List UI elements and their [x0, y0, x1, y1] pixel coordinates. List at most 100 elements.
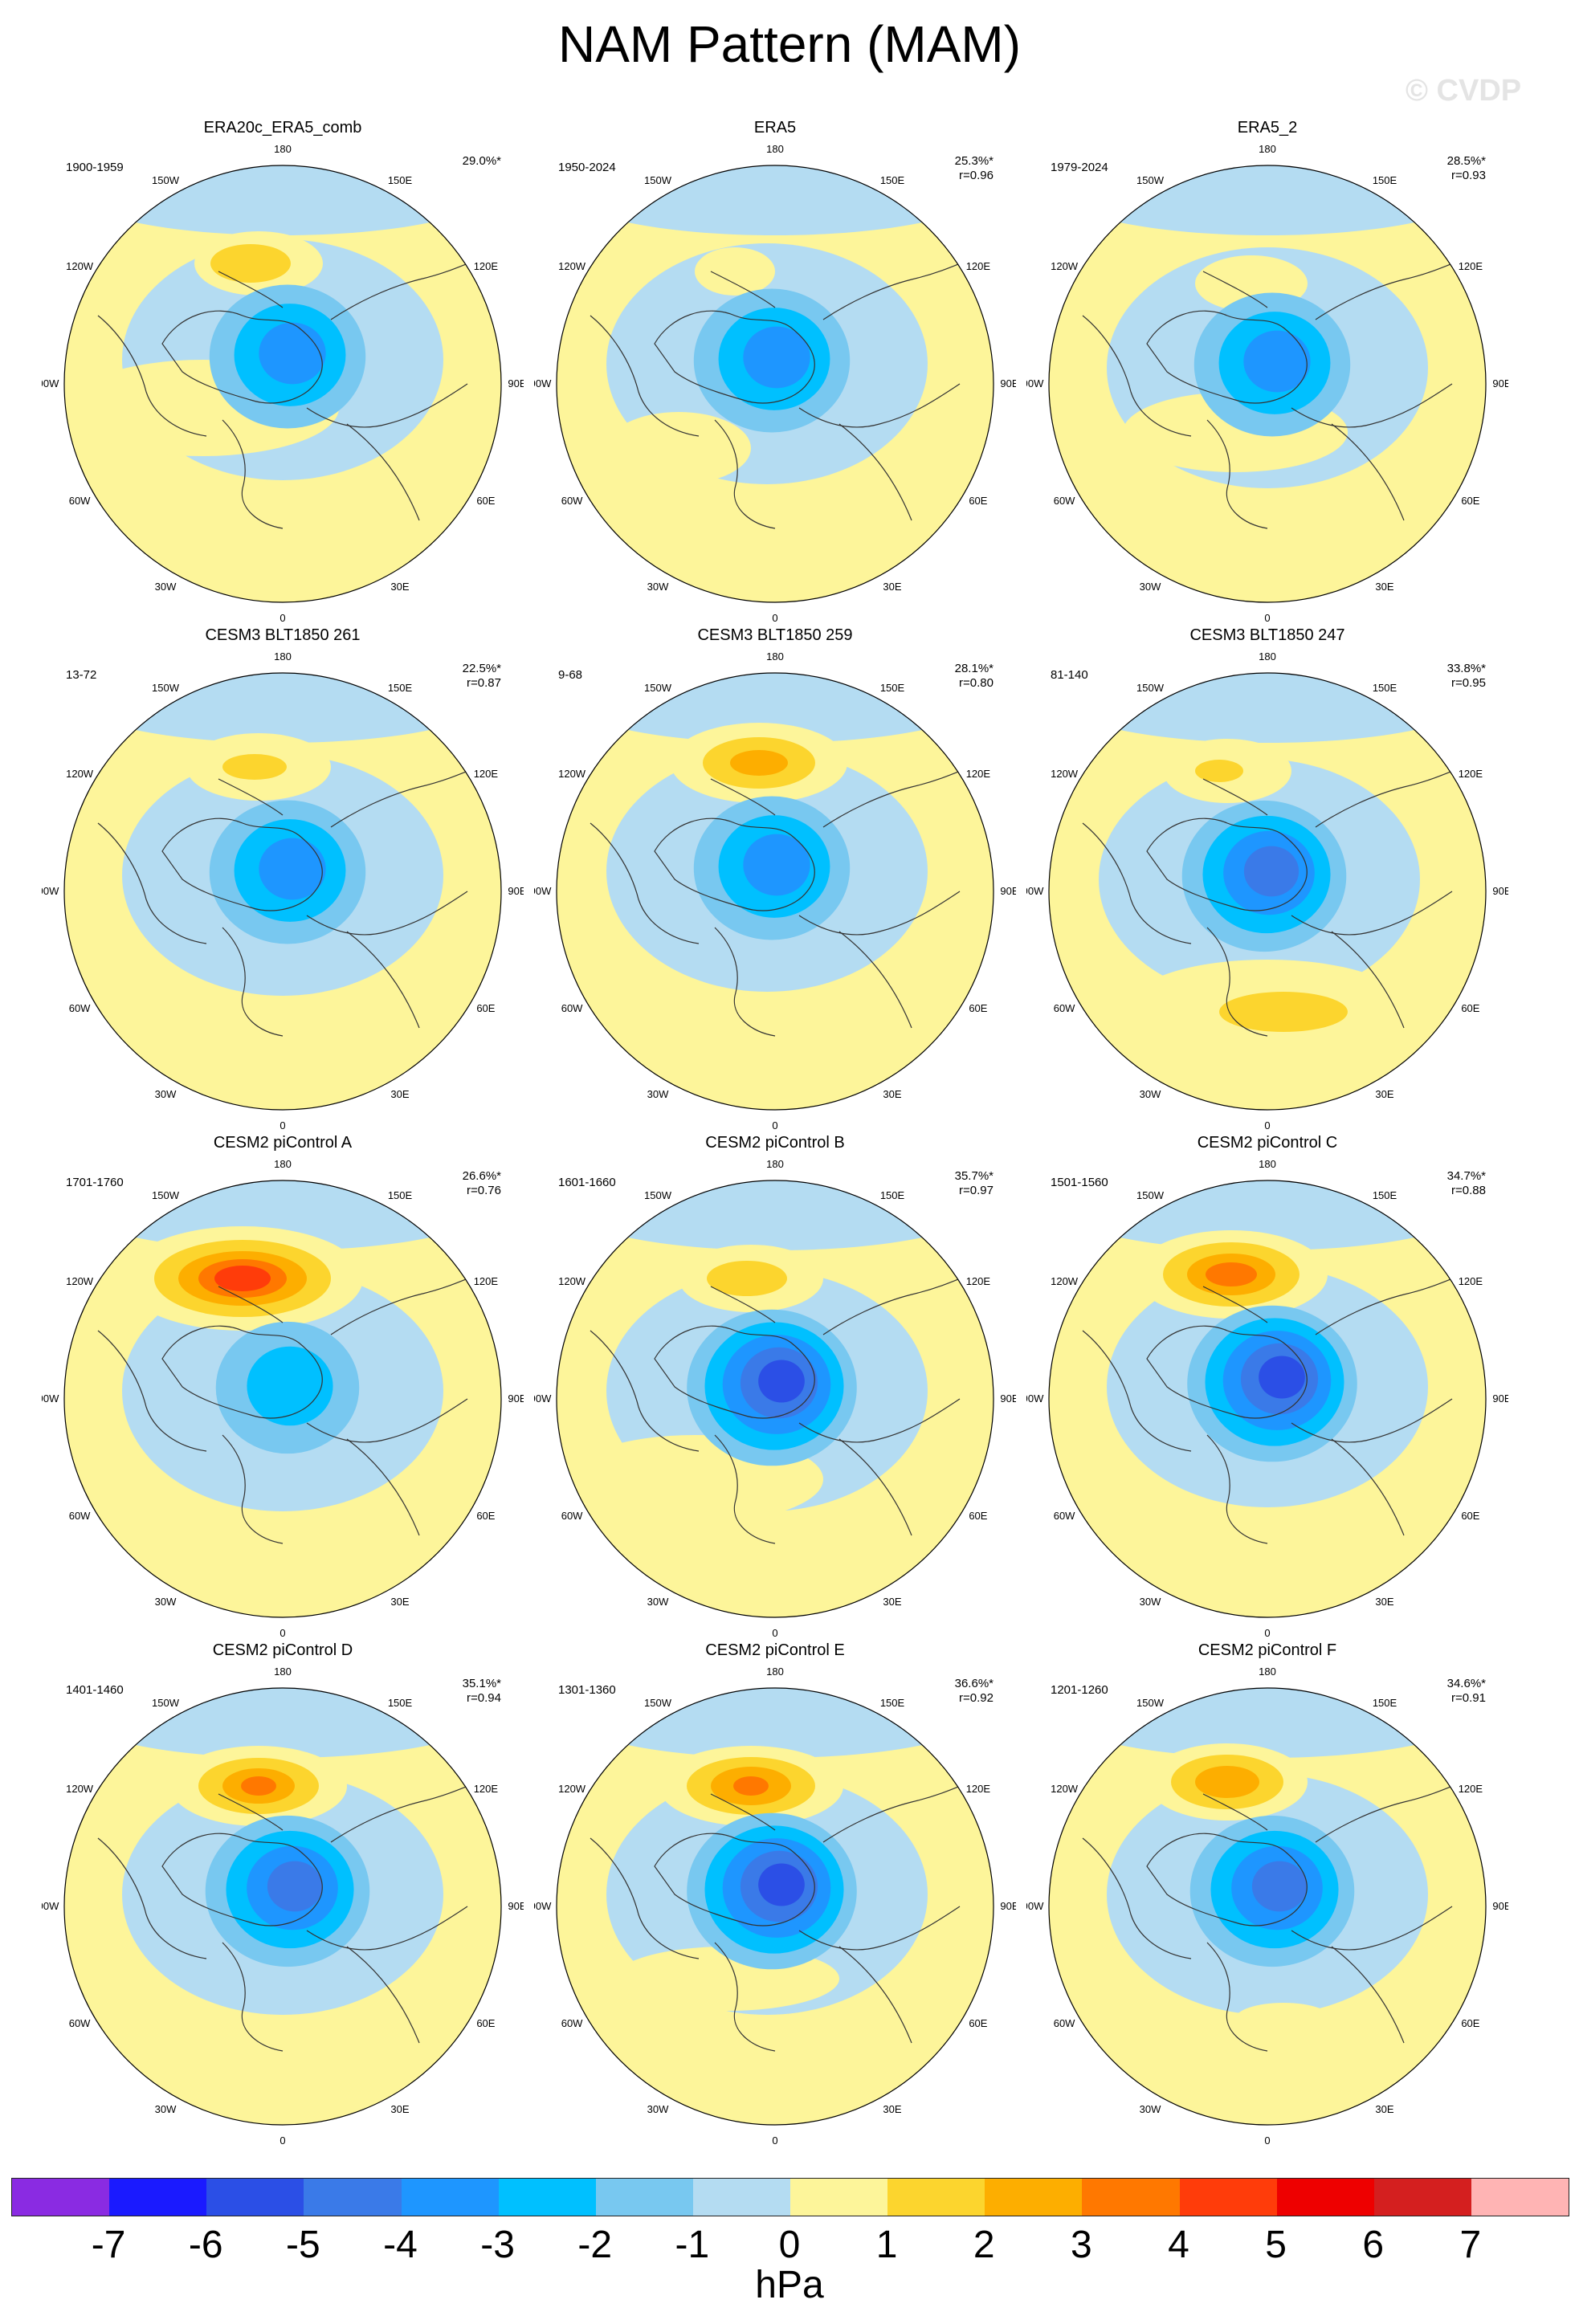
- longitude-label: 120E: [966, 1783, 991, 1795]
- coastline: [218, 271, 284, 308]
- colorbar-swatch: [498, 2179, 596, 2216]
- coastline: [1331, 931, 1405, 1029]
- map-panel: CESM2 piControl D 1401-1460 35.1%* r=0.94 18…: [42, 1641, 524, 2147]
- colorbar-swatch: [109, 2179, 207, 2216]
- longitude-label: 0: [1264, 1627, 1270, 1639]
- panel-period: 1701-1760: [66, 1176, 124, 1189]
- polar-map: 180 150E 120E 90E 60E 30E 0 30W 60W 90W 120W 150W: [534, 650, 1016, 1131]
- panel-variance-explained: 36.6%*: [954, 1677, 994, 1690]
- colorbar-tick-label: 1: [875, 2224, 898, 2266]
- panel-title: CESM2 piControl A: [213, 1134, 353, 1152]
- colorbar-swatch: [985, 2179, 1083, 2216]
- colorbar-tick-label: 0: [778, 2224, 801, 2266]
- longitude-label: 180: [1259, 143, 1276, 155]
- contour-level-neg6: [758, 1863, 805, 1906]
- watermark: © CVDP: [1406, 74, 1522, 108]
- longitude-label: 120E: [474, 1783, 499, 1795]
- colorbar: [11, 2178, 1569, 2216]
- longitude-label: 0: [772, 612, 777, 624]
- panel-title: CESM3 BLT1850 247: [1189, 626, 1345, 644]
- longitude-label: 0: [772, 1627, 777, 1639]
- colorbar-swatch: [1276, 2179, 1374, 2216]
- longitude-label: 60E: [1461, 495, 1479, 507]
- colorbar-tick-label: -5: [286, 2224, 320, 2266]
- colorbar-tick-label: 7: [1459, 2224, 1482, 2266]
- polar-map: 180 150E 120E 90E 60E 30E 0 30W 60W 90W 120W 150W: [1026, 650, 1508, 1131]
- polar-map: 180 150E 120E 90E 60E 30E 0 30W 60W 90W 120W 150W: [42, 1158, 524, 1639]
- contour-level-pos1: [1235, 2003, 1332, 2035]
- panel-title: CESM3 BLT1850 261: [205, 626, 361, 644]
- longitude-label: 60E: [1461, 1510, 1479, 1522]
- longitude-label: 120E: [966, 1275, 991, 1287]
- longitude-label: 90W: [534, 1900, 552, 1912]
- longitude-label: 180: [766, 1158, 784, 1170]
- longitude-label: 30W: [1140, 1596, 1161, 1608]
- longitude-label: 150W: [152, 174, 180, 186]
- polar-map: 180 150E 120E 90E 60E 30E 0 30W 60W 90W 120W 150W: [42, 1666, 524, 2147]
- longitude-label: 60W: [561, 2017, 583, 2029]
- longitude-label: 150E: [880, 682, 905, 694]
- colorbar-tick-label: -6: [188, 2224, 223, 2266]
- longitude-label: 120W: [66, 1275, 94, 1287]
- map-border: [556, 165, 994, 603]
- coastline: [798, 891, 961, 936]
- map-panel: ERA5 1950-2024 25.3%* r=0.96 180 150E 120E 90E 6…: [534, 119, 1016, 624]
- contour-level-pos2: [1219, 992, 1348, 1032]
- coastline: [346, 423, 420, 521]
- longitude-label: 60E: [969, 1002, 987, 1014]
- coastline: [161, 310, 323, 404]
- map-panel: ERA5_2 1979-2024 28.5%* r=0.93 180 150E 120E 90…: [1026, 119, 1508, 624]
- longitude-label: 90E: [1000, 885, 1016, 897]
- panel-period: 81-140: [1051, 668, 1088, 682]
- panel-pattern-correlation: r=0.87: [467, 676, 501, 690]
- coastline: [654, 1833, 815, 1926]
- map-panel: CESM2 piControl B 1601-1660 35.7%* r=0.97 18…: [534, 1134, 1016, 1639]
- longitude-label: 90W: [534, 1392, 552, 1405]
- coastline: [1082, 1837, 1192, 1959]
- longitude-label: 90E: [508, 1900, 524, 1912]
- map-border: [1048, 165, 1487, 603]
- longitude-label: 90W: [534, 377, 552, 389]
- contour-level-pos1: [695, 247, 775, 296]
- coastline: [218, 1793, 284, 1831]
- colorbar-swatch: [1082, 2179, 1180, 2216]
- coastline: [306, 1398, 468, 1443]
- contour-level-neg4: [743, 834, 810, 896]
- longitude-label: 180: [274, 143, 292, 155]
- coastline: [1331, 1946, 1405, 2044]
- polar-map: 180 150E 120E 90E 60E 30E 0 30W 60W 90W 120W 150W: [1026, 143, 1508, 624]
- contour-level-pos4: [241, 1776, 276, 1796]
- longitude-label: 180: [274, 1158, 292, 1170]
- coastline: [97, 1837, 207, 1959]
- panel-period: 1401-1460: [66, 1683, 124, 1697]
- longitude-label: 90E: [1000, 1392, 1016, 1405]
- coastline: [1331, 1438, 1405, 1536]
- longitude-label: 0: [279, 1627, 285, 1639]
- longitude-label: 90E: [508, 1392, 524, 1405]
- contour-level-neg3: [247, 1346, 333, 1426]
- colorbar-swatch: [1179, 2179, 1277, 2216]
- coastline: [710, 778, 776, 816]
- panel-title: CESM2 piControl F: [1198, 1641, 1337, 1659]
- contour-level-pos3: [1195, 1766, 1259, 1798]
- longitude-label: 150W: [152, 1189, 180, 1201]
- coastline: [1331, 423, 1405, 521]
- coastline: [798, 1398, 961, 1443]
- longitude-label: 90E: [1492, 1392, 1508, 1405]
- coastline: [1082, 315, 1192, 437]
- coastline: [798, 383, 961, 428]
- longitude-label: 30E: [390, 2103, 409, 2115]
- coastline: [161, 1325, 323, 1419]
- longitude-label: 90E: [1000, 377, 1016, 389]
- longitude-label: 30W: [1140, 1088, 1161, 1100]
- longitude-label: 90E: [1492, 885, 1508, 897]
- coastline: [654, 310, 815, 404]
- longitude-label: 90E: [508, 885, 524, 897]
- longitude-label: 120E: [474, 1275, 499, 1287]
- longitude-label: 0: [1264, 612, 1270, 624]
- longitude-label: 60E: [1461, 2017, 1479, 2029]
- panel-pattern-correlation: r=0.94: [467, 1691, 501, 1705]
- contour-level-neg6: [1259, 1356, 1305, 1399]
- coastline: [222, 419, 284, 529]
- panel-title: ERA20c_ERA5_comb: [203, 119, 362, 137]
